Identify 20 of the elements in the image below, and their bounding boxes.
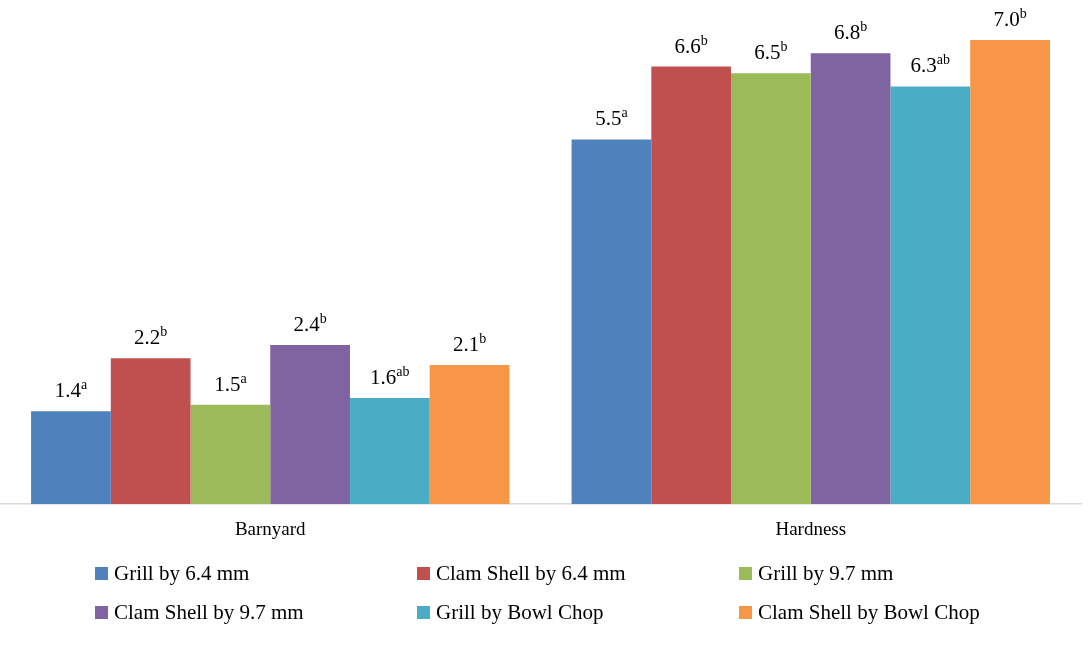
legend-label: Clam Shell by Bowl Chop [758, 600, 980, 625]
legend-label: Clam Shell by 6.4 mm [436, 561, 626, 586]
bar [270, 345, 350, 505]
legend-label: Grill by 6.4 mm [114, 561, 250, 586]
bar [349, 398, 430, 505]
bar [190, 404, 271, 505]
bar [571, 139, 652, 505]
legend-label: Grill by Bowl Chop [436, 600, 604, 625]
bar [110, 358, 191, 505]
bar [970, 40, 1050, 505]
x-tick-label: Hardness [775, 517, 847, 539]
bar [731, 73, 811, 505]
bar [890, 86, 971, 505]
bar [810, 53, 891, 505]
legend-label: Clam Shell by 9.7 mm [114, 600, 304, 625]
bar [429, 364, 510, 505]
bar [651, 66, 732, 505]
bar [31, 411, 111, 505]
legend-label: Grill by 9.7 mm [758, 561, 894, 586]
x-tick-label: Barnyard [234, 517, 307, 539]
